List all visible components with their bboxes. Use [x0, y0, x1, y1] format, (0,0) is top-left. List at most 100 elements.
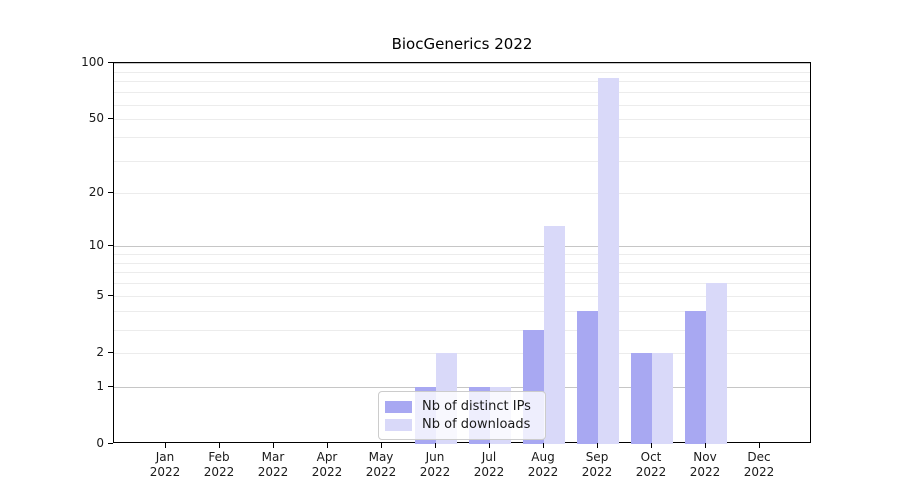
- x-tick-year-oct: 2022: [635, 465, 667, 479]
- x-tick-year-jan: 2022: [149, 465, 181, 479]
- gridline-minor-30: [114, 160, 810, 162]
- x-tick-month-oct: Oct: [640, 450, 662, 464]
- x-tick-jan: [165, 443, 166, 448]
- y-tick-10: [108, 245, 113, 247]
- x-tick-jun: [435, 443, 436, 448]
- x-tick-month-nov: Nov: [693, 450, 717, 464]
- gridline-minor-40: [114, 137, 810, 139]
- x-tick-dec: [759, 443, 760, 448]
- y-tick-label-20: 20: [88, 184, 104, 199]
- x-tick-label-jul: Jul 2022: [457, 450, 521, 480]
- bar-downloads-aug: [544, 226, 565, 444]
- x-tick-sep: [597, 443, 598, 448]
- x-tick-year-may: 2022: [365, 465, 397, 479]
- x-tick-month-mar: Mar: [261, 450, 285, 464]
- y-tick-50: [108, 118, 113, 120]
- x-tick-year-jul: 2022: [473, 465, 505, 479]
- y-tick-5: [108, 295, 113, 297]
- y-tick-20: [108, 191, 113, 193]
- plot-area: [113, 62, 811, 444]
- x-tick-month-may: May: [368, 450, 394, 464]
- y-tick-label-2: 2: [96, 345, 104, 360]
- x-tick-year-mar: 2022: [257, 465, 289, 479]
- gridline-major-100: [114, 63, 810, 64]
- bar-downloads-nov: [706, 283, 727, 444]
- x-tick-month-jul: Jul: [481, 450, 497, 464]
- gridline-minor-7: [114, 272, 810, 274]
- legend-swatch-distinct-ips-icon: [385, 400, 412, 413]
- x-tick-label-may: May 2022: [349, 450, 413, 480]
- x-tick-label-mar: Mar 2022: [241, 450, 305, 480]
- x-tick-aug: [543, 443, 544, 448]
- bar-downloads-sep: [598, 78, 619, 444]
- y-tick-label-10: 10: [88, 238, 104, 253]
- x-tick-month-apr: Apr: [316, 450, 338, 464]
- x-tick-jul: [489, 443, 490, 448]
- y-tick-0: [108, 443, 113, 444]
- chart-title: BiocGenerics 2022: [391, 35, 533, 53]
- legend: Nb of distinct IPs Nb of downloads: [378, 391, 546, 440]
- y-tick-label-5: 5: [96, 288, 104, 303]
- gridline-minor-5: [114, 296, 810, 298]
- x-tick-label-apr: Apr 2022: [295, 450, 359, 480]
- gridline-minor-2: [114, 353, 810, 355]
- gridline-minor-8: [114, 262, 810, 264]
- x-tick-apr: [327, 443, 328, 448]
- x-tick-year-aug: 2022: [527, 465, 559, 479]
- x-tick-nov: [705, 443, 706, 448]
- gridline-minor-6: [114, 283, 810, 285]
- x-tick-year-nov: 2022: [689, 465, 721, 479]
- gridline-minor-4: [114, 311, 810, 313]
- x-tick-label-feb: Feb 2022: [187, 450, 251, 480]
- x-tick-year-apr: 2022: [311, 465, 343, 479]
- x-tick-year-feb: 2022: [203, 465, 235, 479]
- x-tick-label-aug: Aug 2022: [511, 450, 575, 480]
- x-tick-year-jun: 2022: [419, 465, 451, 479]
- x-tick-month-sep: Sep: [585, 450, 609, 464]
- bar-distinct-ips-sep: [577, 311, 598, 444]
- x-tick-mar: [273, 443, 274, 448]
- x-tick-month-feb: Feb: [208, 450, 230, 464]
- legend-label-distinct-ips: Nb of distinct IPs: [422, 399, 531, 414]
- x-tick-label-jun: Jun 2022: [403, 450, 467, 480]
- gridline-minor-90: [114, 71, 810, 73]
- x-tick-label-sep: Sep 2022: [565, 450, 629, 480]
- legend-item-downloads: Nb of downloads: [385, 416, 537, 433]
- x-tick-month-jun: Jun: [425, 450, 445, 464]
- gridline-major-10: [114, 246, 810, 248]
- x-tick-label-dec: Dec 2022: [727, 450, 791, 480]
- bar-distinct-ips-nov: [685, 311, 706, 444]
- x-tick-oct: [651, 443, 652, 448]
- x-tick-label-nov: Nov 2022: [673, 450, 737, 480]
- y-tick-label-1: 1: [96, 378, 104, 393]
- y-tick-label-0: 0: [96, 436, 104, 450]
- gridline-minor-80: [114, 81, 810, 83]
- x-tick-label-jan: Jan 2022: [133, 450, 197, 480]
- x-tick-month-aug: Aug: [531, 450, 555, 464]
- gridline-major-1: [114, 386, 810, 388]
- y-tick-100: [108, 62, 113, 63]
- x-tick-year-sep: 2022: [581, 465, 613, 479]
- y-tick-2: [108, 352, 113, 354]
- bar-downloads-oct: [652, 353, 673, 444]
- y-tick-label-50: 50: [88, 111, 104, 126]
- x-tick-month-jan: Jan: [155, 450, 175, 464]
- gridline-minor-3: [114, 329, 810, 331]
- gridline-minor-9: [114, 253, 810, 255]
- x-tick-year-dec: 2022: [743, 465, 775, 479]
- y-tick-label-100: 100: [81, 55, 104, 69]
- gridline-minor-70: [114, 92, 810, 94]
- bar-distinct-ips-oct: [631, 353, 652, 444]
- x-tick-may: [381, 443, 382, 448]
- x-tick-feb: [219, 443, 220, 448]
- gridline-minor-60: [114, 104, 810, 106]
- gridline-minor-50: [114, 119, 810, 121]
- x-tick-label-oct: Oct 2022: [619, 450, 683, 480]
- x-tick-month-dec: Dec: [747, 450, 771, 464]
- legend-item-distinct-ips: Nb of distinct IPs: [385, 398, 537, 415]
- legend-swatch-downloads-icon: [385, 418, 412, 431]
- legend-label-downloads: Nb of downloads: [422, 417, 531, 432]
- y-tick-1: [108, 385, 113, 387]
- gridline-minor-20: [114, 192, 810, 194]
